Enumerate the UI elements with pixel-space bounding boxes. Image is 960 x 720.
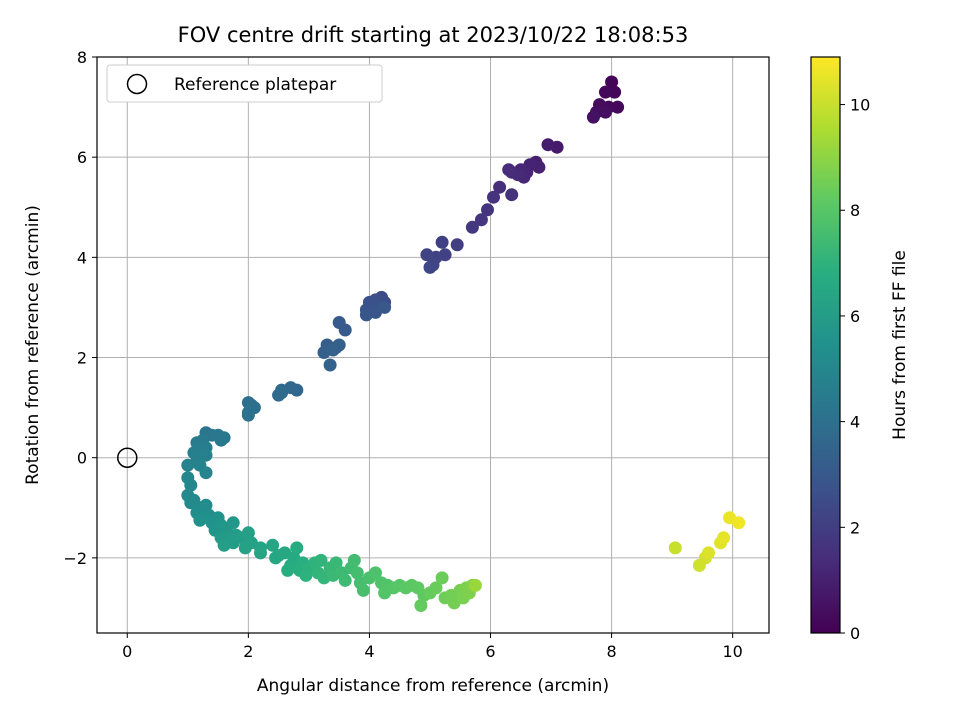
legend: Reference platepar: [106, 64, 383, 103]
reference-point: [117, 447, 138, 468]
x-tick-label: 8: [607, 642, 617, 661]
colorbar-tick-label: 8: [850, 201, 860, 220]
data-point: [266, 538, 280, 552]
x-tick-label: 6: [485, 642, 495, 661]
data-point: [214, 433, 228, 447]
x-tick-label: 10: [722, 642, 742, 661]
data-point: [290, 541, 304, 555]
legend-box: [106, 64, 383, 103]
data-point: [465, 220, 479, 234]
data-point: [241, 526, 255, 540]
colorbar-tick-label: 2: [850, 518, 860, 537]
data-point: [238, 541, 252, 555]
data-point: [338, 323, 352, 337]
chart-title: FOV centre drift starting at 2023/10/22 …: [178, 23, 689, 47]
data-point: [226, 516, 240, 530]
data-point: [450, 238, 464, 252]
data-point: [541, 138, 555, 152]
y-tick-label: 4: [77, 248, 87, 267]
data-point: [184, 478, 198, 492]
data-point: [323, 358, 337, 372]
data-point: [347, 553, 361, 567]
data-point: [193, 513, 207, 527]
data-point: [369, 566, 382, 580]
data-point: [702, 546, 715, 560]
data-point: [608, 85, 622, 99]
data-point: [435, 235, 449, 249]
data-point: [356, 583, 370, 597]
data-point: [217, 538, 231, 552]
y-tick-label: 6: [77, 148, 87, 167]
data-point: [505, 188, 519, 202]
colorbar-label: Hours from first FF file: [890, 250, 910, 440]
data-point: [199, 466, 213, 480]
data-point: [420, 248, 434, 262]
y-tick-label: −2: [63, 549, 87, 568]
colorbar: [810, 56, 841, 634]
data-point: [414, 599, 428, 612]
data-point: [241, 408, 255, 422]
x-axis-label: Angular distance from reference (arcmin): [257, 676, 609, 696]
data-point: [717, 531, 731, 545]
data-point: [493, 180, 507, 194]
data-point: [329, 556, 343, 570]
data-point: [338, 573, 352, 587]
data-point: [350, 566, 364, 580]
data-point: [254, 546, 267, 560]
data-point: [502, 163, 516, 177]
data-point: [732, 516, 746, 530]
data-point: [605, 75, 619, 89]
x-tick-label: 0: [122, 642, 132, 661]
data-point: [599, 105, 612, 119]
y-tick-label: 2: [77, 349, 87, 368]
data-point: [299, 568, 313, 582]
data-point: [668, 541, 682, 555]
y-tick-label: 8: [77, 48, 87, 67]
data-points: [117, 75, 746, 612]
data-point: [359, 308, 373, 322]
data-point: [611, 100, 625, 114]
data-point: [599, 85, 612, 99]
data-point: [378, 300, 392, 314]
data-point: [326, 343, 340, 357]
data-point: [281, 563, 295, 577]
data-point: [474, 213, 488, 227]
data-point: [481, 203, 494, 217]
x-tick-label: 4: [364, 642, 374, 661]
data-point: [586, 110, 600, 124]
grid-lines: [97, 56, 769, 633]
data-point: [468, 578, 482, 592]
reference-marker-icon: [126, 73, 148, 95]
data-point: [487, 190, 500, 204]
legend-entry: Reference platepar: [174, 75, 336, 95]
y-ticks: −2 0 2 4 6 8: [63, 48, 97, 568]
colorbar-ticks: 0 2 4 6 8 10: [840, 96, 870, 643]
colorbar-tick-label: 4: [850, 413, 860, 432]
data-point: [435, 571, 449, 585]
data-point: [275, 383, 289, 397]
data-point: [429, 581, 443, 595]
data-point: [314, 553, 328, 567]
plot-frame: [96, 56, 770, 634]
colorbar-tick-label: 10: [850, 96, 870, 115]
x-ticks: 0 2 4 6 8 10: [122, 633, 743, 661]
y-tick-label: 0: [77, 449, 87, 468]
data-point: [181, 458, 195, 472]
colorbar-tick-label: 0: [850, 624, 860, 643]
colorbar-tick-label: 6: [850, 307, 860, 326]
data-point: [199, 498, 213, 512]
x-tick-label: 2: [243, 642, 253, 661]
y-axis-label: Rotation from reference (arcmin): [23, 205, 43, 485]
data-point: [423, 260, 437, 274]
